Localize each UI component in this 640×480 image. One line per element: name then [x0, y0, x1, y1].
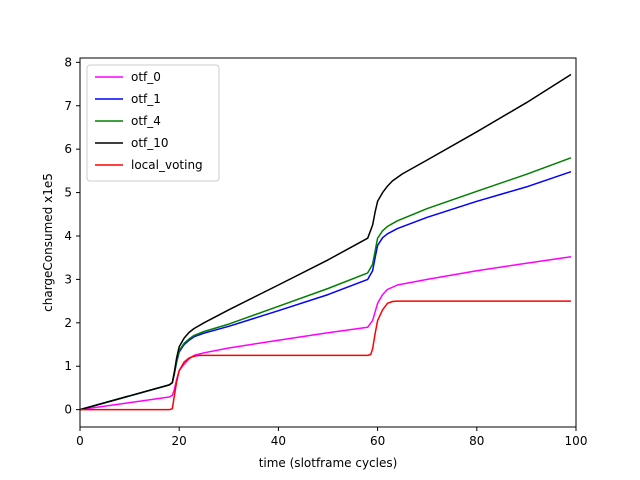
ticks-layer: 0 20 40 60 80 100 0 1 2 3 4 5 6 7 8 [64, 55, 587, 448]
legend-label-otf_10: otf_10 [131, 136, 169, 150]
legend: otf_0 otf_1 otf_4 otf_10 local_voting [86, 64, 220, 182]
x-tick-label: 40 [271, 434, 286, 448]
x-tick-label: 60 [370, 434, 385, 448]
y-tick-label: 7 [64, 99, 72, 113]
series-line-local_voting [80, 300, 571, 411]
y-tick-label: 2 [64, 316, 72, 330]
axes-frame [79, 57, 577, 428]
series-layer [79, 73, 572, 411]
y-tick-label: 8 [64, 55, 72, 69]
x-tick-label: 80 [469, 434, 484, 448]
legend-label-otf_0: otf_0 [131, 70, 161, 84]
y-axis-label: chargeConsumed x1e5 [41, 173, 55, 312]
x-axis-label: time (slotframe cycles) [259, 456, 398, 470]
x-tick-label: 100 [565, 434, 588, 448]
legend-label-otf_4: otf_4 [131, 114, 161, 128]
legend-box [86, 64, 220, 182]
x-tick-label: 20 [172, 434, 187, 448]
y-tick-label: 0 [64, 403, 72, 417]
y-tick-label: 4 [64, 229, 72, 243]
series-line-otf_10 [79, 73, 572, 411]
y-tick-label: 1 [64, 359, 72, 373]
legend-label-otf_1: otf_1 [131, 92, 161, 106]
legend-label-local_voting: local_voting [131, 158, 203, 172]
y-tick-label: 6 [64, 142, 72, 156]
y-tick-label: 5 [64, 186, 72, 200]
x-tick-label: 0 [76, 434, 84, 448]
y-tick-label: 3 [64, 272, 72, 286]
